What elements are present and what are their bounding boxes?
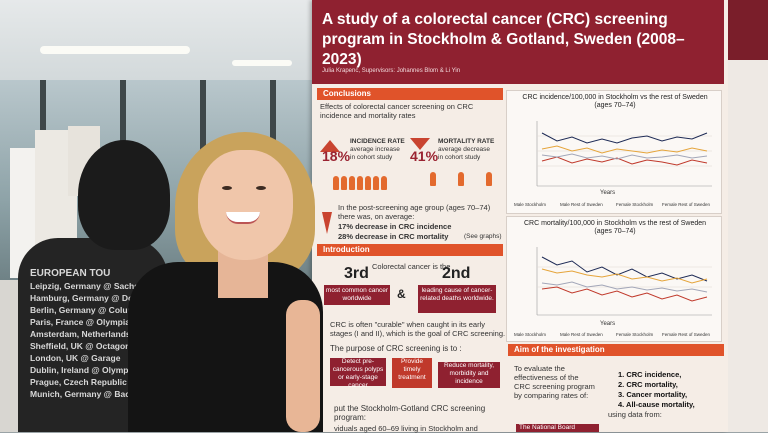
aim-list-item: 3. Cancer mortality,: [618, 390, 688, 399]
person-icon: [333, 176, 339, 190]
rank-third: 3rd: [344, 265, 369, 282]
tshirt-line: EUROPEAN TOU: [30, 268, 111, 279]
mortality-chart-plot: [536, 247, 712, 316]
poster-authors: Julia Krapenc, Supervisors: Johannes Blo…: [322, 68, 461, 74]
person-icon: [486, 172, 492, 186]
raised-arm: [286, 300, 320, 432]
incidence-chart-plot: [536, 121, 712, 187]
purpose-box: Reduce mortality, morbidity and incidenc…: [438, 362, 500, 388]
rank-second-box: leading cause of cancer-related deaths w…: [418, 285, 496, 313]
incidence-chart: [506, 90, 722, 214]
aim-text: effectiveness of the: [514, 373, 579, 382]
tshirt-line: Berlin, Germany @ Columbia: [30, 305, 148, 315]
aim-list-item: 4. All-cause mortality,: [618, 400, 695, 409]
post-screening-text: there was, on average:: [338, 212, 415, 221]
incidence-chart-legend: Male Rest of Sweden: [560, 202, 603, 207]
dark-hair: [78, 140, 170, 250]
ceiling-light: [40, 46, 190, 54]
tshirt-line: Dublin, Ireland @ Olympia: [30, 365, 136, 375]
decrease-arrow-icon: [322, 212, 332, 234]
incidence-label: average increase: [350, 146, 400, 153]
curable-text: stages (I and II), which is the goal of …: [330, 329, 506, 338]
tshirt-line: London, UK @ Garage: [30, 353, 121, 363]
conclusions-header: Conclusions: [317, 88, 503, 100]
person-icon: [349, 176, 355, 190]
aim-text: To evaluate the: [514, 364, 565, 373]
tshirt-line: Hamburg, Germany @ Docks: [30, 293, 148, 303]
rank-second: 2nd: [442, 265, 471, 282]
aim-text: CRC screening program: [514, 382, 595, 391]
purpose-box: Detect pre-cancerous polyps or early-sta…: [330, 358, 386, 389]
program-text: program:: [334, 413, 367, 422]
purpose-text: The purpose of CRC screening is to :: [330, 344, 462, 353]
poster-title-bar: [312, 0, 724, 84]
person-icon: [373, 176, 379, 190]
person-icon: [341, 176, 347, 190]
post-screening-incidence: 17% decrease in CRC incidence: [338, 222, 452, 231]
incidence-stat: 18%: [322, 148, 351, 164]
aim-header: Aim of the investigation: [508, 344, 724, 356]
incidence-chart-legend: Male Stockholm: [514, 202, 547, 207]
program-text: viduals aged 60–69 living in Stockholm a…: [334, 424, 478, 433]
mortality-chart-title: CRC mortality/100,000 in Stockholm vs th…: [523, 220, 707, 235]
increase-arrow-icon: [320, 140, 340, 152]
mortality-chart-legend: Male Rest of Sweden: [560, 332, 603, 337]
post-screening-mortality: 28% decrease in CRC mortality: [338, 232, 449, 241]
incidence-chart-title: CRC incidence/100,000 in Stockholm vs th…: [522, 94, 708, 109]
incidence-chart-xlabel: Years: [600, 190, 616, 196]
rank-third-box: most common cancer worldwide: [324, 285, 390, 305]
mortality-label: average decrease: [438, 146, 491, 153]
mortality-chart-xlabel: Years: [600, 321, 616, 327]
mortality-label: MORTALITY RATE: [438, 138, 495, 145]
post-screening-text: In the post-screening age group (ages 70…: [338, 203, 491, 212]
person-icon: [357, 176, 363, 190]
ceiling-light: [232, 60, 292, 66]
incidence-label: in cohort study: [350, 154, 393, 161]
person-icon: [381, 176, 387, 190]
incidence-chart-legend: Female Stockholm: [616, 202, 654, 207]
smiling-face: [198, 150, 293, 260]
tshirt-line: Paris, France @ Olympia: [30, 317, 130, 327]
mortality-chart: [506, 216, 722, 342]
see-graphs-note: (See graphs): [464, 233, 502, 240]
person-icon: [365, 176, 371, 190]
introduction-header: Introduction: [317, 244, 503, 256]
mortality-chart-legend: Male Stockholm: [514, 332, 547, 337]
adjacent-poster-header: [728, 0, 768, 60]
mortality-stat: 41%: [410, 148, 439, 164]
person-icon: [458, 172, 464, 186]
aim-footer-box: The National Board: [516, 424, 599, 432]
mortality-chart-legend: Female Rest of Sweden: [662, 332, 711, 337]
mortality-chart-legend: Female Stockholm: [616, 332, 654, 337]
ampersand: &: [397, 287, 406, 301]
aim-using-text: using data from:: [608, 410, 662, 419]
tshirt-print: EUROPEAN TOU Leipzig, Germany @ Sachs Ha…: [30, 268, 158, 400]
tshirt-line: Munich, Germany @ Backstage: [30, 389, 157, 399]
person-icon: [430, 172, 436, 186]
aim-list-item: 1. CRC incidence,: [618, 370, 682, 379]
poster-title: A study of a colorectal cancer (CRC) scr…: [322, 11, 685, 68]
aim-text: by comparing rates of:: [514, 391, 589, 400]
incidence-chart-legend: Female Rest of Sweden: [662, 202, 711, 207]
mortality-label: in cohort study: [438, 154, 481, 161]
aim-list-item: 2. CRC mortality,: [618, 380, 678, 389]
conclusions-intro: Effects of colorectal cancer screening o…: [320, 102, 474, 120]
eye: [222, 186, 232, 190]
adjacent-poster: [728, 0, 768, 432]
smile: [226, 212, 260, 224]
tshirt-line: Leipzig, Germany @ Sachs: [30, 281, 139, 291]
tshirt-line: Sheffield, UK @ Octagon: [30, 341, 131, 351]
purpose-box: Provide timely treatment: [392, 358, 432, 388]
incidence-label: INCIDENCE RATE: [350, 138, 405, 145]
program-text: put the Stockholm-Gotland CRC screening: [334, 404, 486, 413]
tshirt-line: Amsterdam, Netherlands: [30, 329, 131, 339]
tshirt-line: Prague, Czech Republic: [30, 377, 127, 387]
curable-text: CRC is often "curable" when caught in it…: [330, 320, 485, 329]
cc-label: Colorectal cancer is the: [372, 262, 451, 271]
decrease-arrow-icon: [410, 138, 430, 150]
eye: [256, 186, 266, 190]
